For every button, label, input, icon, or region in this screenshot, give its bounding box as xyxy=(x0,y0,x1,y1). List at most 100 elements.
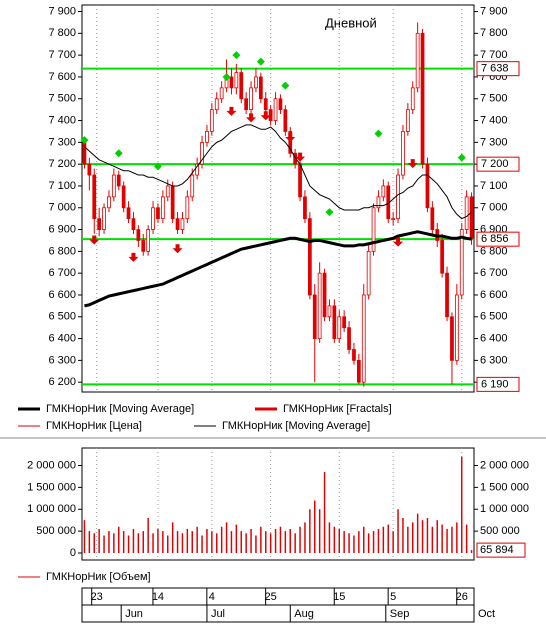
candle-body xyxy=(244,98,249,111)
candle-body xyxy=(121,185,126,209)
fractal-up xyxy=(114,149,123,158)
candle-body xyxy=(195,163,200,176)
candle-body xyxy=(293,152,298,165)
candle-body xyxy=(425,163,430,209)
candle-body xyxy=(405,109,410,132)
candle-body xyxy=(229,76,234,89)
candle-body xyxy=(391,218,396,221)
candle-body xyxy=(170,185,175,220)
level-label: 6 190 xyxy=(481,378,509,390)
candle-body xyxy=(268,109,273,121)
candle-body xyxy=(332,305,337,339)
candle-body xyxy=(352,349,356,361)
y-tick-label: 7 000 xyxy=(48,202,76,214)
x-tick-label: 25 xyxy=(265,591,277,603)
level-label-box xyxy=(476,376,520,392)
level-label: 6 856 xyxy=(481,233,509,245)
y-tick-label-right: 6 800 xyxy=(480,245,508,257)
candle-body xyxy=(92,174,97,220)
candle-body xyxy=(131,218,136,230)
candle-body xyxy=(136,229,141,241)
y-tick-label: 6 300 xyxy=(48,354,76,366)
fractal-down xyxy=(89,235,100,245)
candle-body xyxy=(102,207,106,230)
y-tick-label: 6 200 xyxy=(48,376,76,388)
level-label-box xyxy=(476,231,520,247)
fractal-down xyxy=(295,152,306,162)
candle-body xyxy=(337,316,342,339)
y-tick-label-right: 7 700 xyxy=(480,49,508,61)
fractal-down xyxy=(172,244,183,254)
fractal-up xyxy=(281,81,290,90)
y-tick-label: 1 500 000 xyxy=(27,481,76,493)
y-tick-label-right: 6 500 xyxy=(480,311,508,323)
y-tick-label: 7 900 xyxy=(48,5,76,17)
candle-body xyxy=(298,163,302,198)
y-tick-label-right: 7 800 xyxy=(480,27,508,39)
candle-body xyxy=(322,272,327,318)
legend-label: ГМКНорНик [Объем] xyxy=(46,571,151,583)
candle-body xyxy=(200,141,204,165)
level-label: 7 200 xyxy=(481,158,509,170)
candle-body xyxy=(420,32,425,165)
x-tick-label: 15 xyxy=(333,591,345,603)
x-tick-label: 4 xyxy=(209,591,215,603)
y-tick-label: 7 100 xyxy=(48,180,76,192)
level-label: 7 638 xyxy=(481,63,509,75)
candle-body xyxy=(307,218,312,296)
fractal-down xyxy=(285,132,296,142)
candle-body xyxy=(205,131,209,143)
candle-body xyxy=(401,131,405,176)
candle-body xyxy=(156,207,160,220)
y-tick-label-right: 6 700 xyxy=(480,267,508,279)
candle-body xyxy=(249,87,253,111)
candle-body xyxy=(107,196,111,209)
candle-body xyxy=(111,174,116,198)
y-tick-label: 7 700 xyxy=(48,49,76,61)
candle-body xyxy=(469,196,474,239)
fractal-up xyxy=(457,153,466,162)
legend-label: ГМКНорНик [Fractals] xyxy=(283,403,392,415)
candle-body xyxy=(185,196,190,220)
candle-body xyxy=(312,294,317,339)
fractal-down xyxy=(128,252,139,262)
y-tick-label-right: 2 000 000 xyxy=(480,459,529,471)
candle-body xyxy=(273,98,278,121)
y-tick-label-right: 1 000 000 xyxy=(480,503,529,515)
y-tick-label: 7 200 xyxy=(48,158,76,170)
month-label: Aug xyxy=(294,608,314,620)
y-tick-label: 500 000 xyxy=(36,525,76,537)
y-tick-label: 6 500 xyxy=(48,311,76,323)
candle-body xyxy=(239,72,244,100)
moving-average xyxy=(84,230,472,308)
x-tick-label: 14 xyxy=(152,591,164,603)
candle-body xyxy=(116,174,121,187)
x-tick-label: 5 xyxy=(390,591,396,603)
y-tick-label-right: 500 000 xyxy=(480,525,520,537)
candle-body xyxy=(454,294,459,361)
level-label-box xyxy=(476,156,520,172)
y-tick-label: 6 900 xyxy=(48,223,76,235)
candle-body xyxy=(288,131,293,154)
candle-body xyxy=(97,218,102,230)
candle-body xyxy=(445,272,449,318)
month-label: Sep xyxy=(390,608,410,620)
y-tick-label: 0 xyxy=(70,547,76,559)
y-tick-label-right: 7 000 xyxy=(480,202,508,214)
legend-label: ГМКНорНик [Цена] xyxy=(46,420,142,432)
fractal-up xyxy=(256,57,265,66)
fractal-up xyxy=(325,208,334,217)
y-tick-label: 6 800 xyxy=(48,245,76,257)
fractal-down xyxy=(393,237,404,247)
legend-label: ГМКНорНик [Moving Average] xyxy=(222,420,370,432)
y-tick-label: 2 000 000 xyxy=(27,459,76,471)
candle-body xyxy=(190,174,195,198)
candle-body xyxy=(366,250,371,296)
y-tick-label-right: 7 100 xyxy=(480,180,508,192)
y-tick-label: 6 400 xyxy=(48,332,76,344)
y-tick-label: 6 600 xyxy=(48,289,76,301)
volume-frame xyxy=(81,447,475,561)
fractal-down xyxy=(246,113,257,123)
fractal-up xyxy=(80,136,89,145)
